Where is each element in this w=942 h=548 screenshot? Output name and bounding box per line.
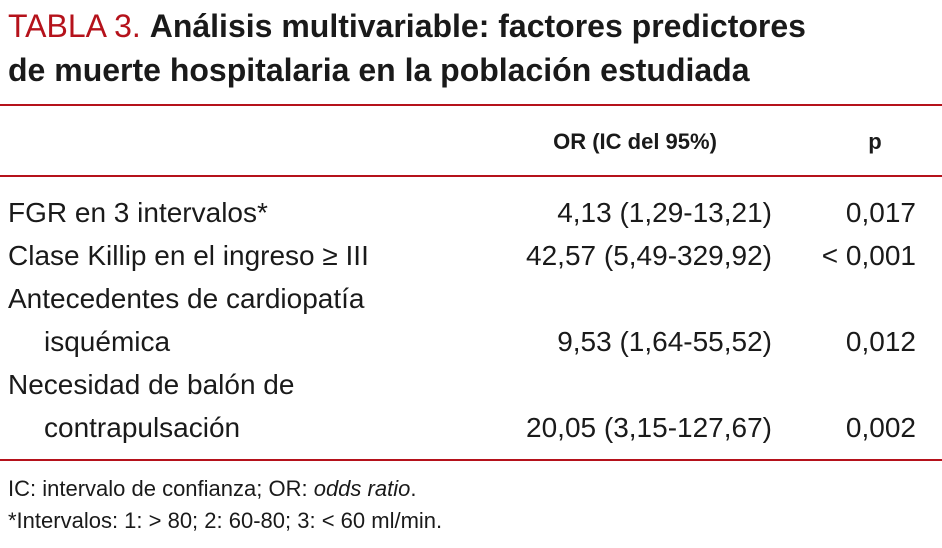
- row-killip-p: < 0,001: [821, 240, 916, 271]
- row-fgr-name: FGR en 3 intervalos*: [8, 197, 268, 228]
- row-balon-name-line1: Necesidad de balón de: [8, 369, 295, 400]
- row-cardiopatia-name-line1: Antecedentes de cardiopatía: [8, 283, 365, 314]
- row-cardiopatia-name-line2: isquémica: [44, 326, 171, 357]
- column-header-p: p: [868, 129, 882, 154]
- bottom-rule: [0, 459, 942, 461]
- table-title-line1: Análisis multivariable: factores predict…: [149, 8, 806, 44]
- header-rule: [0, 175, 942, 177]
- row-balon-p: 0,002: [845, 412, 916, 443]
- row-balon-name-line2: contrapulsación: [44, 412, 241, 443]
- top-rule: [0, 104, 942, 106]
- row-killip-or: 42,57 (5,49-329,92): [526, 240, 772, 271]
- row-fgr-or: 4,13 (1,29-13,21): [557, 197, 772, 228]
- row-cardiopatia-or: 9,53 (1,64-55,52): [557, 326, 772, 357]
- footnote-abbreviations: IC: intervalo de confianza; OR: odds rat…: [8, 476, 417, 501]
- table-title: TABLA 3. Análisis multivariable: factore…: [8, 4, 938, 92]
- column-header-or: OR (IC del 95%): [553, 129, 717, 154]
- row-balon-or: 20,05 (3,15-127,67): [526, 412, 772, 443]
- row-fgr-p: 0,017: [845, 197, 916, 228]
- footnote-intervals: *Intervalos: 1: > 80; 2: 60-80; 3: < 60 …: [8, 508, 443, 533]
- row-cardiopatia-p: 0,012: [845, 326, 916, 357]
- row-killip-name: Clase Killip en el ingreso ≥ III: [8, 240, 369, 271]
- table-number-label: TABLA 3.: [8, 8, 141, 44]
- table-title-line2: de muerte hospitalaria en la población e…: [8, 52, 750, 88]
